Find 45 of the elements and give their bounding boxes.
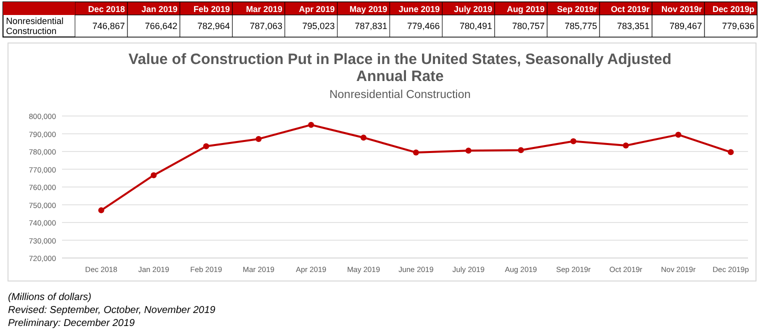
chart-subtitle: Nonresidential Construction (329, 89, 471, 101)
data-label: 766,642 (144, 21, 178, 31)
data-label: 779,466 (407, 21, 440, 31)
point (413, 149, 419, 156)
text: Nonresidential Construction (6, 16, 64, 36)
point (308, 122, 314, 128)
data-label: 795,023 (302, 21, 335, 31)
category-label: Sep 2019r (556, 4, 598, 14)
category-label: Dec 2018 (88, 4, 125, 14)
data-label: 780,757 (512, 21, 545, 31)
text: (Millions of dollars) (8, 292, 92, 303)
point (465, 148, 472, 154)
category-label: June 2019 (398, 4, 440, 14)
category-label: Feb 2019 (193, 4, 230, 14)
point (675, 132, 682, 138)
point (570, 138, 576, 144)
point (360, 134, 367, 141)
point (622, 142, 629, 149)
category-label: May 2019 (349, 4, 388, 14)
category-label: Nov 2019r (661, 4, 702, 14)
data-label: 780,491 (460, 21, 492, 31)
data-label: 787,063 (250, 21, 282, 31)
data-label: 782,964 (197, 21, 230, 31)
data-label: 746,867 (92, 21, 125, 31)
point (518, 147, 524, 154)
point (98, 207, 104, 214)
data-label: 787,831 (354, 21, 388, 31)
text: Revised: September, October, November 2019 (8, 305, 216, 316)
category-label: Aug 2019 (506, 4, 545, 14)
category-label: Oct 2019r (610, 4, 650, 14)
point (728, 149, 734, 156)
point (150, 172, 157, 178)
data-label: 785,775 (564, 21, 598, 31)
data-label: 783,351 (617, 21, 650, 31)
point (203, 143, 210, 150)
category-label: Mar 2019 (246, 4, 282, 14)
data-label: 789,467 (669, 21, 702, 31)
chart-title: Value of Construction Put in Place in the United States, Seasonally Adjusted Annual Rate (128, 51, 672, 85)
category-label: Dec 2019p (712, 4, 754, 14)
category-label: Jan 2019 (142, 4, 178, 14)
data-label: 779,636 (722, 21, 754, 31)
text: Preliminary: December 2019 (8, 318, 136, 329)
point (256, 136, 262, 142)
category-label: July 2019 (454, 4, 492, 14)
category-label: Apr 2019 (298, 4, 335, 14)
